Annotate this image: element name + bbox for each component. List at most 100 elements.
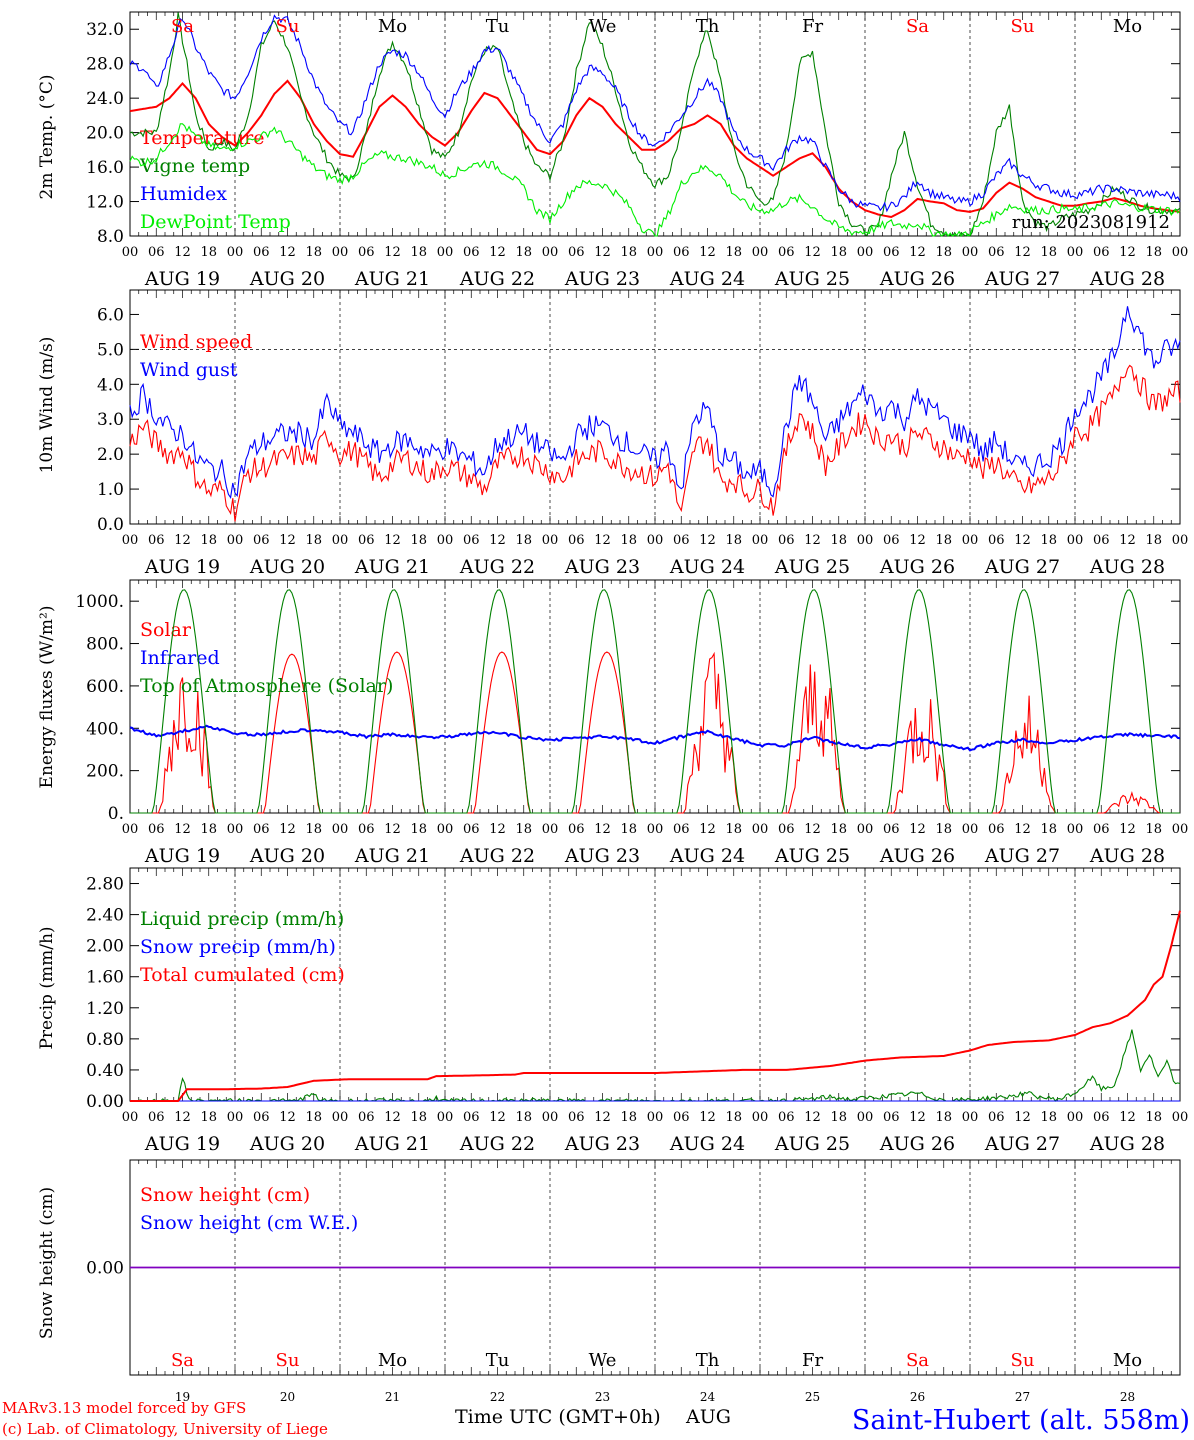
- day-abbr-bottom: Su: [1011, 1350, 1035, 1371]
- legend-entry: Snow height (cm W.E.): [140, 1212, 358, 1234]
- legend-entry: Total cumulated (cm): [140, 964, 345, 986]
- legend-entry: Temperature: [140, 127, 264, 149]
- x-hour-label: 12: [909, 533, 926, 548]
- y-tick-label: 1.20: [86, 999, 124, 1019]
- x-hour-label: 00: [332, 533, 349, 548]
- x-hour-label: 00: [122, 822, 139, 837]
- legend-entry: Vigne temp: [139, 155, 250, 177]
- y-tick-label: 32.0: [86, 20, 124, 40]
- x-hour-label: 00: [1172, 245, 1189, 260]
- x-hour-label: 12: [174, 533, 191, 548]
- x-date-label: AUG 25: [774, 845, 850, 867]
- x-hour-label: 12: [804, 533, 821, 548]
- x-hour-label: 06: [463, 822, 480, 837]
- x-hour-label: 12: [279, 245, 296, 260]
- day-abbr-bottom: Th: [696, 1350, 720, 1371]
- x-hour-label: 12: [489, 533, 506, 548]
- x-hour-label: 00: [647, 822, 664, 837]
- x-hour-label: 18: [935, 533, 952, 548]
- x-hour-label: 00: [542, 1110, 559, 1125]
- x-hour-label: 06: [778, 1110, 795, 1125]
- y-axis-label: 2m Temp. (°C): [37, 74, 57, 199]
- x-hour-label: 18: [725, 822, 742, 837]
- x-hour-label: 12: [279, 822, 296, 837]
- y-tick-label: 2.0: [97, 445, 124, 465]
- y-tick-label: 400.: [86, 719, 124, 739]
- x-hour-label: 00: [752, 245, 769, 260]
- day-number: 20: [280, 1390, 295, 1404]
- x-date-label: AUG 27: [984, 1133, 1060, 1155]
- legend-entry: Wind gust: [140, 359, 238, 381]
- x-axis-title: Time UTC (GMT+0h): [455, 1406, 661, 1428]
- day-abbr-top: Sa: [171, 16, 194, 37]
- x-date-label: AUG 22: [459, 845, 535, 867]
- x-hour-label: 12: [909, 822, 926, 837]
- x-hour-label: 18: [1145, 245, 1162, 260]
- x-hour-label: 06: [253, 533, 270, 548]
- x-hour-label: 18: [305, 533, 322, 548]
- x-hour-label: 18: [305, 1110, 322, 1125]
- x-hour-label: 00: [857, 822, 874, 837]
- x-date-label: AUG 27: [984, 556, 1060, 578]
- series-line-top-of-atmosphere-solar-: [130, 589, 1180, 814]
- x-hour-label: 06: [463, 245, 480, 260]
- x-hour-label: 00: [122, 533, 139, 548]
- x-date-label: AUG 23: [564, 845, 640, 867]
- x-hour-label: 06: [988, 533, 1005, 548]
- x-hour-label: 18: [830, 245, 847, 260]
- x-hour-label: 18: [200, 533, 217, 548]
- legend-entry: Humidex: [140, 183, 227, 205]
- y-tick-label: 2.00: [86, 937, 124, 957]
- x-hour-label: 00: [1067, 245, 1084, 260]
- day-abbr-bottom: We: [589, 1350, 617, 1371]
- day-abbr-top: Tu: [486, 16, 510, 37]
- x-hour-label: 06: [778, 822, 795, 837]
- model-credit-line1: MARv3.13 model forced by GFS: [2, 1399, 246, 1417]
- x-hour-label: 06: [463, 1110, 480, 1125]
- y-tick-label: 2.80: [86, 875, 124, 895]
- x-date-label: AUG 20: [249, 1133, 325, 1155]
- x-date-label: AUG 24: [669, 845, 745, 867]
- x-date-label: AUG 28: [1089, 1133, 1165, 1155]
- panel-frame: [129, 11, 1181, 237]
- x-hour-label: 00: [647, 245, 664, 260]
- y-tick-label: 4.0: [97, 375, 124, 395]
- x-date-label: AUG 22: [459, 1133, 535, 1155]
- y-tick-label: 800.: [86, 635, 124, 655]
- x-hour-label: 12: [594, 1110, 611, 1125]
- day-number: 27: [1015, 1390, 1030, 1404]
- x-hour-label: 06: [883, 822, 900, 837]
- y-tick-label: 20.0: [86, 124, 124, 144]
- x-hour-label: 00: [752, 1110, 769, 1125]
- x-hour-label: 06: [883, 533, 900, 548]
- x-hour-label: 00: [122, 1110, 139, 1125]
- x-hour-label: 18: [200, 1110, 217, 1125]
- x-hour-label: 12: [384, 245, 401, 260]
- x-hour-label: 00: [647, 1110, 664, 1125]
- day-abbr-bottom: Tu: [486, 1350, 510, 1371]
- x-date-label: AUG 23: [564, 556, 640, 578]
- x-hour-label: 00: [227, 533, 244, 548]
- x-hour-label: 18: [515, 533, 532, 548]
- legend-entry: Top of Atmosphere (Solar): [140, 675, 393, 697]
- x-hour-label: 00: [437, 245, 454, 260]
- series-line-total-cumulated-cm-: [130, 910, 1181, 1102]
- x-hour-label: 00: [857, 1110, 874, 1125]
- x-hour-label: 00: [752, 822, 769, 837]
- x-hour-label: 00: [437, 533, 454, 548]
- x-date-label: AUG 23: [564, 268, 640, 290]
- x-date-label: AUG 21: [354, 268, 430, 290]
- x-hour-label: 18: [620, 822, 637, 837]
- x-hour-label: 06: [358, 1110, 375, 1125]
- x-hour-label: 12: [804, 245, 821, 260]
- x-hour-label: 00: [542, 822, 559, 837]
- x-hour-label: 18: [725, 533, 742, 548]
- x-hour-label: 00: [857, 245, 874, 260]
- day-abbr-top: Su: [276, 16, 300, 37]
- x-hour-label: 06: [988, 822, 1005, 837]
- x-hour-label: 12: [489, 245, 506, 260]
- y-tick-label: 5.0: [97, 340, 124, 360]
- y-tick-label: 6.0: [97, 305, 124, 325]
- day-abbr-top: Fr: [802, 16, 823, 37]
